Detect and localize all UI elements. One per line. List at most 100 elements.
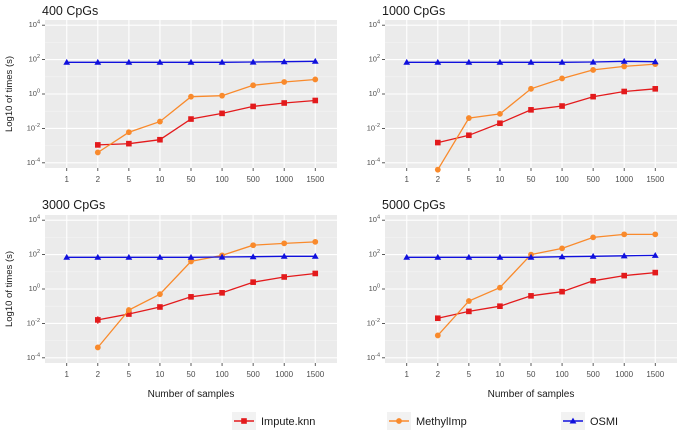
legend-key-marker xyxy=(396,418,402,424)
data-point-impute-knn xyxy=(188,116,194,122)
data-point-osmi xyxy=(125,253,133,260)
legend-key-marker xyxy=(569,417,577,424)
x-tick-label: 100 xyxy=(215,175,229,184)
legend-label: MethylImp xyxy=(416,416,467,428)
y-tick-label: 10-4 xyxy=(367,352,380,362)
data-point-methylimp xyxy=(281,79,288,85)
data-point-impute-knn xyxy=(126,140,132,147)
data-point-osmi xyxy=(94,58,102,65)
data-point-osmi xyxy=(403,58,411,65)
data-point-impute-knn xyxy=(219,290,225,296)
x-tick-label: 5 xyxy=(467,370,472,379)
x-tick-label: 50 xyxy=(187,175,196,184)
data-point-osmi xyxy=(218,58,226,65)
data-point-methylimp xyxy=(434,166,441,173)
x-tick-label: 10 xyxy=(155,370,164,379)
x-tick-label: 500 xyxy=(246,370,260,379)
x-tick-label: 1500 xyxy=(306,370,324,379)
data-point-methylimp xyxy=(497,284,503,291)
data-point-osmi xyxy=(311,252,319,259)
y-tick-label: 104 xyxy=(369,215,380,225)
data-point-osmi xyxy=(311,57,319,64)
legend-label: OSMI xyxy=(590,416,618,428)
x-tick-label: 500 xyxy=(586,370,600,379)
data-point-impute-knn xyxy=(312,270,319,277)
data-point-impute-knn xyxy=(652,86,659,92)
data-point-impute-knn xyxy=(281,100,287,106)
series-line-impute-knn xyxy=(437,271,656,319)
data-point-osmi xyxy=(496,58,504,65)
y-axis-title: Log10 of times (s) xyxy=(4,251,15,327)
x-tick-label: 10 xyxy=(495,370,504,379)
y-tick-label: 104 xyxy=(369,20,380,30)
data-point-osmi xyxy=(280,58,288,65)
data-point-impute-knn xyxy=(95,142,101,148)
y-tick-label: 104 xyxy=(29,20,40,30)
data-point-impute-knn xyxy=(157,304,163,310)
data-point-osmi xyxy=(558,58,566,65)
x-tick-label: 100 xyxy=(555,370,569,379)
y-tick-label: 100 xyxy=(369,89,380,99)
legend-key-marker xyxy=(241,418,247,424)
data-point-methylimp xyxy=(157,118,163,125)
x-tick-label: 2 xyxy=(436,370,441,379)
data-point-methylimp xyxy=(559,245,565,252)
data-point-methylimp xyxy=(652,231,659,238)
data-point-methylimp xyxy=(125,307,132,313)
data-point-osmi xyxy=(620,252,628,259)
data-point-osmi xyxy=(63,58,71,65)
data-point-impute-knn xyxy=(559,103,565,109)
data-point-impute-knn xyxy=(621,272,627,279)
data-point-impute-knn xyxy=(219,110,225,117)
data-point-impute-knn xyxy=(559,288,565,295)
data-point-methylimp xyxy=(621,231,628,238)
data-point-impute-knn xyxy=(528,107,534,113)
data-point-impute-knn xyxy=(250,279,256,285)
x-tick-label: 5 xyxy=(467,175,472,184)
data-point-methylimp xyxy=(590,67,597,73)
data-point-osmi xyxy=(527,58,535,65)
data-point-osmi xyxy=(465,253,473,260)
data-point-impute-knn xyxy=(590,277,596,284)
data-point-osmi xyxy=(125,58,133,65)
x-tick-label: 5 xyxy=(127,370,132,379)
y-tick-label: 102 xyxy=(369,249,380,259)
x-tick-label: 10 xyxy=(495,175,504,184)
x-tick-label: 2 xyxy=(436,175,441,184)
x-tick-label: 1500 xyxy=(646,370,664,379)
panel-title: 5000 CpGs xyxy=(382,198,445,212)
y-tick-label: 102 xyxy=(29,249,40,259)
series-line-impute-knn xyxy=(97,272,316,321)
x-tick-label: 1 xyxy=(405,370,410,379)
data-point-osmi xyxy=(496,253,504,260)
series-line-impute-knn xyxy=(97,99,316,146)
panel-3: 10-4 10-2 100 102 104 1 2 5 10 50 100 500 1000 1500 30… xyxy=(27,198,337,379)
y-tick-label: 100 xyxy=(369,284,380,294)
data-point-methylimp xyxy=(465,115,472,121)
data-point-impute-knn xyxy=(497,120,503,127)
data-point-methylimp xyxy=(559,75,565,82)
data-point-impute-knn xyxy=(312,97,319,104)
data-point-methylimp xyxy=(250,82,257,89)
data-point-impute-knn xyxy=(466,308,472,315)
data-point-osmi xyxy=(434,58,442,65)
legend: Impute.knn MethylImp OSMI xyxy=(232,412,618,430)
x-tick-label: 100 xyxy=(555,175,569,184)
data-point-osmi xyxy=(527,253,535,260)
data-point-osmi xyxy=(589,252,597,259)
data-point-impute-knn xyxy=(590,93,596,100)
data-point-osmi xyxy=(403,253,411,260)
data-point-methylimp xyxy=(590,234,597,241)
data-point-osmi xyxy=(558,253,566,260)
data-point-methylimp xyxy=(465,298,472,304)
series-line-impute-knn xyxy=(437,88,656,144)
x-tick-label: 1500 xyxy=(306,175,324,184)
panel-title: 3000 CpGs xyxy=(42,198,105,212)
data-point-impute-knn xyxy=(435,139,441,146)
data-point-osmi xyxy=(94,253,102,260)
data-point-osmi xyxy=(620,57,628,64)
x-tick-label: 1500 xyxy=(646,175,664,184)
x-tick-label: 1000 xyxy=(275,370,293,379)
